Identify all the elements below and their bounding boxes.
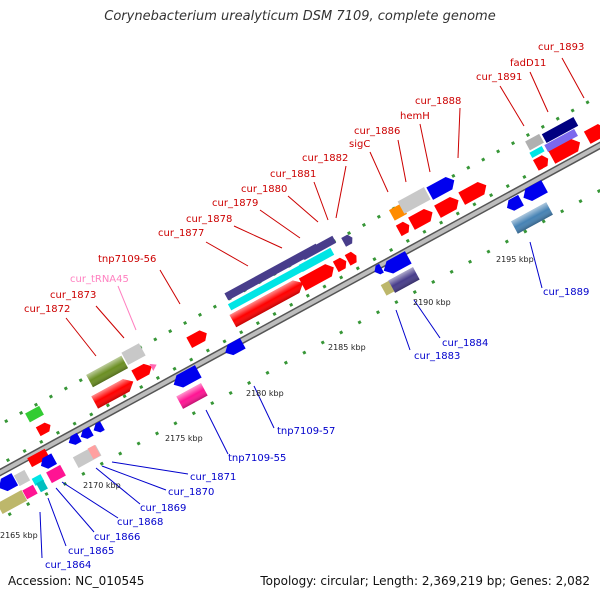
gene-arrow[interactable] — [38, 453, 58, 471]
map-title: Corynebacterium urealyticum DSM 7109, co… — [104, 9, 496, 24]
gene-label[interactable]: cur_1866 — [94, 532, 140, 543]
gene-label[interactable]: cur_1893 — [538, 42, 584, 53]
gene-label[interactable]: cur_1884 — [442, 338, 488, 349]
gene-block[interactable] — [544, 128, 578, 153]
gene-arrow[interactable] — [186, 328, 209, 349]
gene-block[interactable] — [525, 133, 544, 151]
gene-label[interactable]: tnp7109-56 — [98, 254, 156, 265]
gene-arrow[interactable] — [170, 365, 202, 391]
scale-label: 2165 kbp — [0, 531, 38, 540]
gene-label[interactable]: cur_1877 — [158, 228, 204, 239]
gene-label[interactable]: cur_1888 — [415, 96, 461, 107]
gene-label[interactable]: fadD11 — [510, 58, 546, 69]
gene-arrow[interactable] — [380, 251, 412, 277]
scale-label: 2185 kbp — [328, 343, 366, 352]
scale-label: 2190 kbp — [413, 298, 451, 307]
gene-block[interactable] — [300, 235, 337, 261]
gene-arrow[interactable] — [426, 174, 457, 200]
gene-label[interactable]: cur_1879 — [212, 198, 258, 209]
gene-arrow[interactable] — [395, 220, 412, 237]
gene-label[interactable]: cur_1868 — [117, 517, 163, 528]
gene-arrow[interactable] — [408, 206, 436, 230]
gene-arrow[interactable] — [298, 261, 337, 291]
gene-block[interactable] — [541, 116, 579, 144]
gene-arrow[interactable] — [35, 421, 53, 437]
topology-label: Topology: circular; Length: 2,369,219 bp… — [260, 574, 590, 588]
gene-block[interactable] — [46, 464, 66, 484]
gene-label[interactable]: tnp7109-57 — [277, 426, 335, 437]
gene-label[interactable]: cur_1883 — [414, 351, 460, 362]
gene-block[interactable] — [0, 490, 28, 514]
dotted-tracks — [0, 93, 600, 522]
gene-block[interactable] — [224, 243, 320, 301]
gene-label[interactable]: cur_tRNA45 — [70, 274, 129, 285]
gene-label[interactable]: cur_1880 — [241, 184, 287, 195]
gene-label[interactable]: cur_1871 — [190, 472, 236, 483]
gene-label[interactable]: hemH — [400, 111, 430, 122]
gene-label[interactable]: cur_1872 — [24, 304, 70, 315]
gene-label[interactable]: cur_1881 — [270, 169, 316, 180]
gene-label[interactable]: cur_1865 — [68, 546, 114, 557]
trna-arrow[interactable] — [149, 361, 158, 371]
gene-arrow[interactable] — [583, 122, 600, 144]
gene-block[interactable] — [529, 146, 545, 158]
gene-arrow[interactable] — [434, 194, 462, 218]
gene-arrow[interactable] — [372, 263, 384, 277]
gene-block[interactable] — [397, 187, 431, 214]
gene-arrow[interactable] — [222, 337, 246, 358]
gene-label[interactable]: cur_1891 — [476, 72, 522, 83]
gene-label[interactable]: tnp7109-55 — [228, 453, 286, 464]
gene-label[interactable]: cur_1864 — [45, 560, 91, 571]
genome-backbone — [0, 141, 600, 477]
gene-label[interactable]: cur_1882 — [302, 153, 348, 164]
gene-arrow[interactable] — [341, 233, 355, 247]
gene-block[interactable] — [298, 247, 335, 273]
gene-arrow[interactable] — [66, 432, 82, 448]
gene-block[interactable] — [121, 343, 146, 366]
gene-block[interactable] — [27, 448, 50, 468]
gene-block[interactable] — [36, 479, 48, 493]
gene-label[interactable]: sigC — [349, 139, 370, 150]
gene-arrow[interactable] — [458, 179, 489, 205]
gene-block[interactable] — [227, 256, 320, 311]
gene-label[interactable]: cur_1878 — [186, 214, 232, 225]
scale-label: 2175 kbp — [165, 434, 203, 443]
gene-block[interactable] — [22, 484, 38, 500]
accession-label: Accession: NC_010545 — [8, 574, 145, 588]
gene-arrow[interactable] — [131, 361, 154, 382]
scale-label: 2170 kbp — [83, 481, 121, 490]
gene-label[interactable]: cur_1886 — [354, 126, 400, 137]
gene-block[interactable] — [13, 469, 31, 487]
gene-arrow[interactable] — [78, 426, 94, 442]
gene-arrow[interactable] — [532, 153, 551, 171]
scale-label: 2195 kbp — [496, 255, 534, 264]
gene-arrow[interactable] — [332, 256, 349, 273]
scale-label: 2180 kbp — [246, 389, 284, 398]
gene-arrow[interactable] — [520, 180, 548, 204]
gene-arrow[interactable] — [548, 136, 584, 164]
gene-label[interactable]: cur_1889 — [543, 287, 589, 298]
gene-features — [0, 116, 600, 514]
gene-arrow[interactable] — [0, 473, 19, 494]
gene-block[interactable] — [31, 474, 45, 486]
gene-arrow[interactable] — [91, 421, 105, 435]
gene-block[interactable] — [25, 405, 44, 423]
gene-label[interactable]: cur_1873 — [50, 290, 96, 301]
gene-arrow[interactable] — [504, 194, 524, 213]
leader-lines — [39, 57, 585, 559]
gene-label[interactable]: cur_1870 — [168, 487, 214, 498]
gene-arrow[interactable] — [344, 250, 360, 266]
gene-block[interactable] — [380, 280, 396, 296]
gene-label[interactable]: cur_1869 — [140, 503, 186, 514]
